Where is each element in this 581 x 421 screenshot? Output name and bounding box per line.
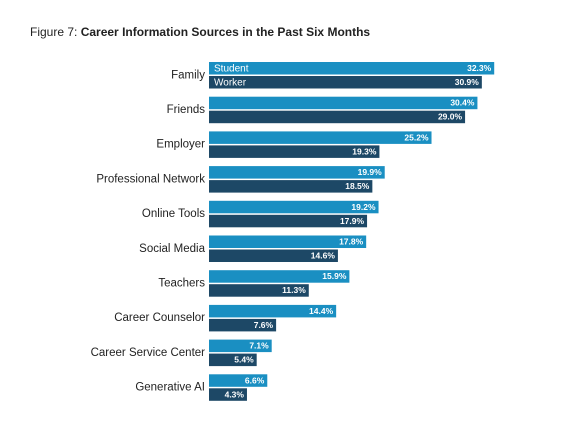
value-label: 4.3% [225,389,245,399]
value-label: 19.9% [358,167,383,177]
bar [209,388,247,401]
bar [209,200,379,214]
value-label: 30.9% [455,77,480,87]
value-label: 32.3% [467,63,492,73]
bar [209,304,337,318]
bar [209,166,385,179]
bar [209,318,277,332]
value-label: 5.4% [234,355,254,365]
value-label: 15.9% [322,271,347,281]
category-label: Career Service Center [91,347,206,359]
bar [209,110,466,124]
bar [209,76,482,89]
category-label: Professional Network [96,173,205,185]
legend-label: Worker [214,77,247,88]
value-label: 25.2% [404,132,429,142]
value-label: 29.0% [438,112,463,122]
bar [209,235,367,248]
value-label: 30.4% [450,98,475,108]
value-label: 17.9% [340,216,365,226]
category-label: Teachers [158,277,205,289]
category-label: Generative AI [135,382,205,394]
bar [209,353,257,367]
bar [209,284,309,297]
category-label: Employer [156,139,205,151]
category-label: Career Counselor [114,312,205,324]
bar [209,96,478,110]
category-label: Friends [167,104,206,116]
value-label: 19.2% [351,202,376,212]
category-label: Family [171,69,205,81]
value-label: 14.4% [309,306,334,316]
value-label: 18.5% [345,181,370,191]
bar [209,249,338,262]
bar [209,145,380,158]
category-label: Social Media [139,243,205,255]
bar [209,270,350,283]
legend-label: Student [214,63,249,74]
bar [209,180,373,193]
category-label: Online Tools [142,208,205,220]
chart-title: Figure 7: Career Information Sources in … [30,25,370,39]
figure-label: Figure 7: [30,25,77,39]
value-label: 7.6% [254,320,274,330]
title-text: Career Information Sources in the Past S… [81,25,371,39]
value-label: 6.6% [245,375,265,385]
value-label: 7.1% [249,341,269,351]
bar [209,131,432,144]
bar [209,339,272,353]
value-label: 11.3% [282,285,306,295]
value-label: 17.8% [339,237,364,247]
bar [209,214,368,228]
value-label: 19.3% [352,146,377,156]
bar [209,62,495,75]
bar [209,374,268,387]
value-label: 14.6% [311,251,336,261]
